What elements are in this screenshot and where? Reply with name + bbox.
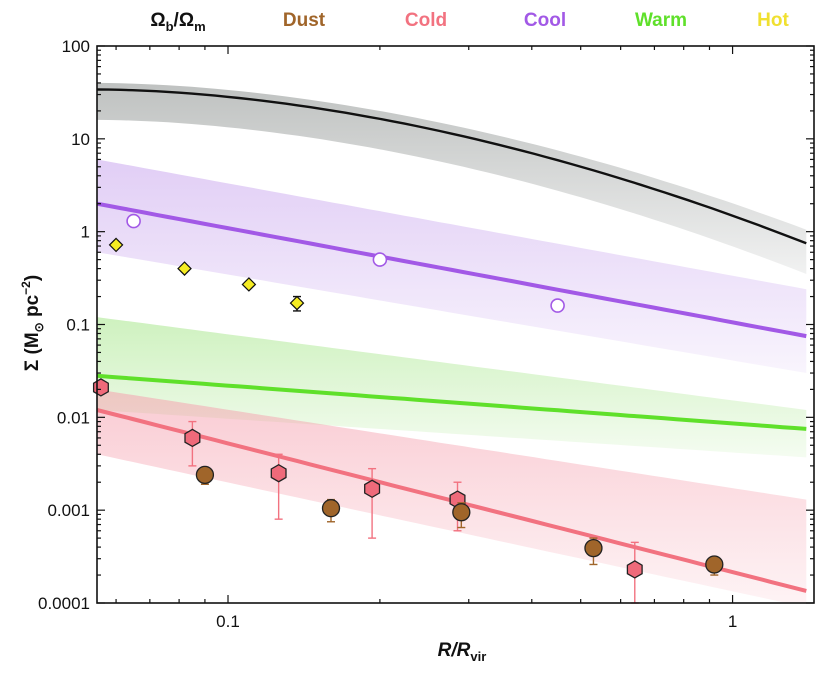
y-tick-label: 0.001: [47, 501, 90, 520]
x-tick-label: 1: [728, 612, 737, 631]
hot-point-4: [289, 295, 305, 312]
cool-point-2: [372, 252, 388, 267]
cold-point-2: [184, 420, 201, 467]
cool-point-3: [550, 298, 565, 313]
y-axis-label: Σ (M⊙ pc−2): [19, 275, 46, 371]
cool-point-1: [126, 213, 141, 229]
x-axis-label: R/Rvir: [438, 640, 487, 664]
y-tick-label: 0.0001: [38, 594, 90, 613]
cold-point-1: [92, 378, 109, 397]
line-cool: [97, 201, 807, 339]
legend-item-2: Dust: [283, 10, 326, 31]
bands-layer: [97, 82, 807, 603]
baryon-band: [97, 82, 807, 275]
line-bm: [97, 88, 807, 245]
legend-item-5: Warm: [635, 10, 687, 31]
cool-band: [97, 159, 807, 373]
points-layer: [92, 213, 724, 604]
hot-point-1: [108, 237, 124, 253]
legend-item-1: Ωb/Ωm: [150, 10, 205, 34]
cold-point-6: [626, 541, 643, 604]
cold-point-4: [364, 467, 381, 539]
dust-point-4: [584, 537, 603, 566]
dust-point-1: [195, 465, 215, 485]
hot-point-3: [241, 277, 257, 292]
y-tick-label: 10: [71, 130, 90, 149]
dust-point-3: [452, 502, 471, 529]
ticks-layer: 100 10 1 0.1 0.01 0.001 0.0001 0.1 1: [38, 37, 814, 631]
legend-item-6: Hot: [757, 10, 789, 31]
dust-point-5: [705, 555, 724, 576]
x-tick-label: 0.1: [216, 612, 240, 631]
cold-point-3: [270, 453, 287, 520]
hot-point-2: [177, 261, 192, 276]
legend: Ωb/Ωm Dust Cold Cool Warm Hot: [150, 10, 789, 34]
y-tick-label: 0.1: [66, 316, 90, 335]
legend-item-4: Cool: [524, 10, 566, 31]
y-tick-label: 0.01: [57, 408, 90, 427]
lines-layer: [97, 88, 807, 593]
warm-band: [97, 317, 807, 458]
legend-item-3: Cold: [405, 10, 447, 31]
y-tick-label: 1: [81, 223, 90, 242]
y-tick-label: 100: [62, 37, 90, 56]
dust-point-2: [321, 498, 341, 523]
line-warm: [97, 373, 807, 431]
